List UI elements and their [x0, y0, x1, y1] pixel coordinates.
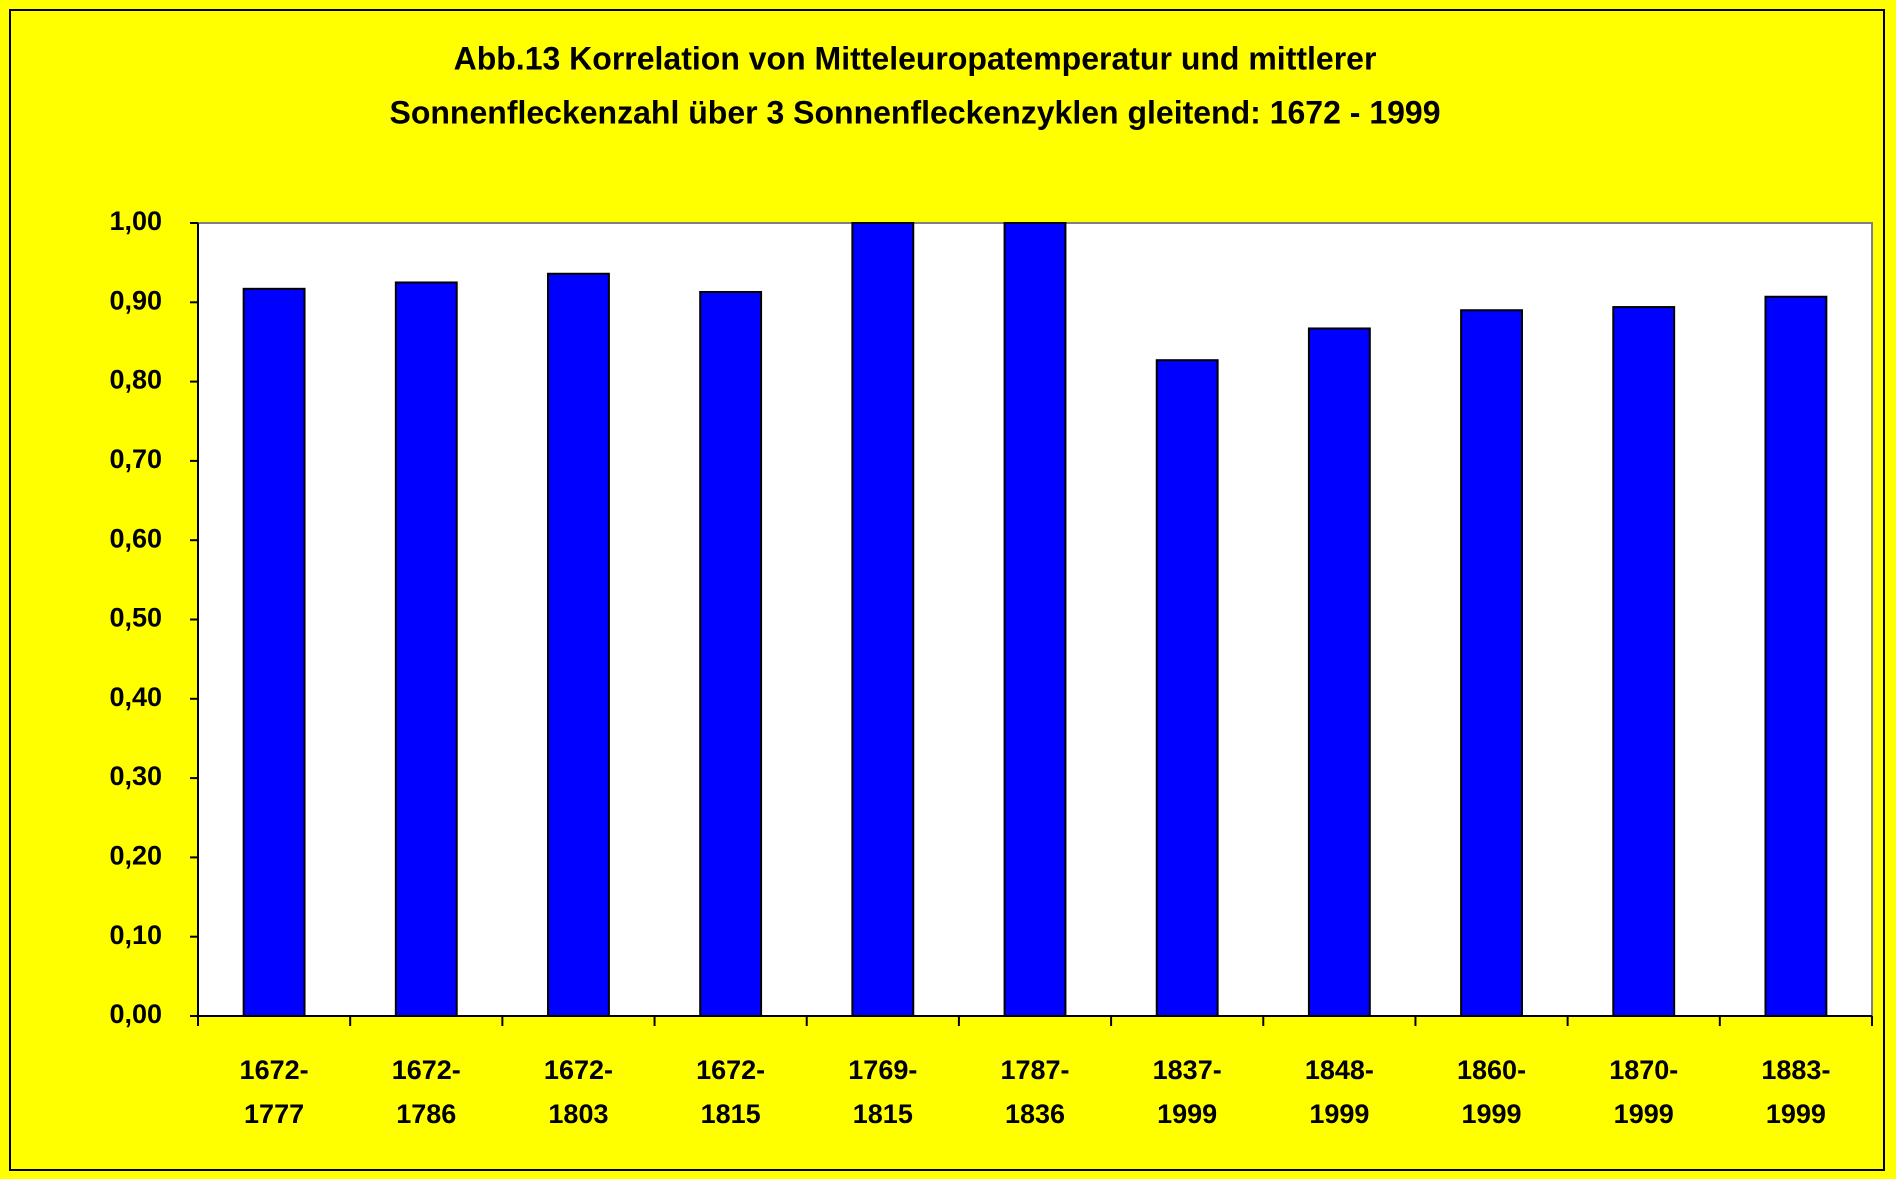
x-tick-label: 1837- 1999 [1152, 1055, 1222, 1129]
bar [242, 287, 306, 1018]
bar [1155, 359, 1219, 1017]
x-tick-label: 1672- 1815 [696, 1055, 766, 1129]
x-tick-label: 1883- 1999 [1761, 1055, 1831, 1129]
y-tick-label: 0,90 [109, 285, 162, 315]
bar [699, 290, 763, 1017]
y-tick-label: 1,00 [109, 206, 162, 236]
bar [851, 222, 915, 1017]
bar [1003, 222, 1067, 1017]
chart-title: Abb.13 Korrelation von Mitteleuropatempe… [454, 40, 1377, 76]
y-tick-label: 0,10 [109, 920, 162, 950]
bar [1307, 327, 1371, 1017]
bar [1764, 295, 1828, 1017]
y-tick-label: 0,30 [109, 761, 162, 791]
y-tick-label: 0,50 [109, 603, 162, 633]
bar [547, 272, 610, 1017]
y-tick-label: 0,80 [109, 365, 162, 395]
y-tick-label: 0,00 [109, 999, 162, 1029]
y-tick-label: 0,20 [109, 841, 162, 871]
x-tick-label: 1870- 1999 [1609, 1055, 1679, 1129]
x-tick-label: 1672- 1777 [239, 1055, 309, 1129]
x-tick-label: 1848- 1999 [1304, 1055, 1374, 1129]
y-tick-label: 0,40 [109, 682, 162, 712]
y-tick-label: 0,70 [109, 444, 162, 474]
x-tick-label: 1672- 1786 [391, 1055, 461, 1129]
x-tick-label: 1860- 1999 [1457, 1055, 1527, 1129]
y-tick-label: 0,60 [109, 523, 162, 553]
bar [1612, 306, 1676, 1018]
x-tick-label: 1672- 1803 [543, 1055, 613, 1129]
x-tick-label: 1787- 1836 [1000, 1055, 1070, 1129]
x-tick-label: 1769- 1815 [848, 1055, 918, 1129]
bar [394, 281, 458, 1018]
chart-title: Sonnenfleckenzahl über 3 Sonnenfleckenzy… [389, 94, 1440, 130]
bar [1460, 309, 1523, 1018]
